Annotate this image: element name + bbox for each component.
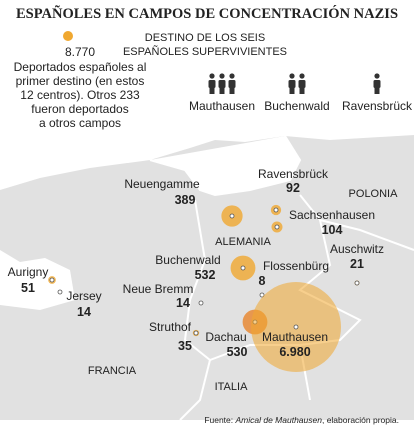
camp-name: Dachau [205,330,246,344]
source-suffix: , elaboración propia. [322,415,399,425]
camp-name: Jersey [66,289,101,303]
camp-value: 92 [286,181,300,195]
legend-text: a otros campos [39,116,121,130]
camp-name: Sachsenhausen [289,208,375,222]
survivor-name: Buchenwald [264,99,329,113]
camp-name: Mauthausen [262,330,328,344]
camp-value: 21 [350,257,364,271]
camp-value: 8 [259,274,266,288]
source-prefix: Fuente: [204,415,235,425]
camp-name: Auschwitz [330,242,384,256]
source: Fuente: Amical de Mauthausen, elaboració… [204,415,399,425]
survivor-name: Mauthausen [189,99,255,113]
person-legs [209,87,215,94]
camp-value: 51 [21,281,35,295]
camp-value: 14 [77,305,91,319]
person-head [229,73,235,79]
person-body [288,80,296,88]
camp-value: 532 [195,268,216,282]
camp-dot [49,277,55,283]
survivors-title: DESTINO DE LOS SEIS [145,32,265,44]
camp-value: 14 [176,296,190,310]
person-legs [229,87,235,94]
country-label: FRANCIA [88,365,137,377]
camp-name: Neuengamme [124,177,200,191]
legend-text: 12 centros). Otros 233 [20,88,140,102]
person-head [374,73,380,79]
channel [0,250,75,310]
camp-name: Aurigny [8,265,49,279]
legend-text: fueron deportados [31,102,128,116]
camp-value: 389 [175,193,196,207]
camp-dot [57,289,63,295]
person-head [289,73,295,79]
camp-dot [229,213,235,219]
camp-name: Flossenbürg [263,259,329,273]
camp-value: 530 [227,345,248,359]
legend-dot [63,31,73,41]
camp-dot [198,300,204,306]
camp-dot [193,330,199,336]
camp-value: 35 [178,339,192,353]
person-body [208,80,216,88]
north-sea [149,135,302,197]
camp-value: 6.980 [279,345,310,359]
camp-dot [274,224,280,230]
person-head [219,73,225,79]
camp-value: 104 [322,223,343,237]
survivors-title: ESPAÑOLES SUPERVIVIENTES [123,45,287,58]
person-legs [374,87,380,94]
legend-text: Deportados españoles al [14,60,147,74]
survivor-name: Ravensbrück [342,99,413,113]
camp-dot [273,207,279,213]
person-head [299,73,305,79]
title: ESPAÑOLES EN CAMPOS DE CONCENTRACIÓN NAZ… [16,4,398,22]
person-head [209,73,215,79]
camp-name: Struthof [149,320,192,334]
person-body [228,80,236,88]
person-body [218,80,226,88]
camp-dot [354,280,360,286]
camp-dot [259,292,265,298]
legend-text: primer destino (en estos [16,74,145,88]
camp-name: Ravensbrück [258,167,329,181]
country-label: POLONIA [349,188,399,200]
person-legs [289,87,295,94]
person-body [298,80,306,88]
country-label: ITALIA [215,381,248,393]
person-legs [299,87,305,94]
camp-name: Buchenwald [155,253,220,267]
legend-value: 8.770 [65,45,95,59]
camp-name: Neue Bremm [123,282,194,296]
person-legs [219,87,225,94]
source-italic: Amical de Mauthausen [235,415,323,425]
country-label: ALEMANIA [215,236,271,248]
person-body [373,80,381,88]
camp-dot [293,324,299,330]
camp-dot [240,265,246,271]
